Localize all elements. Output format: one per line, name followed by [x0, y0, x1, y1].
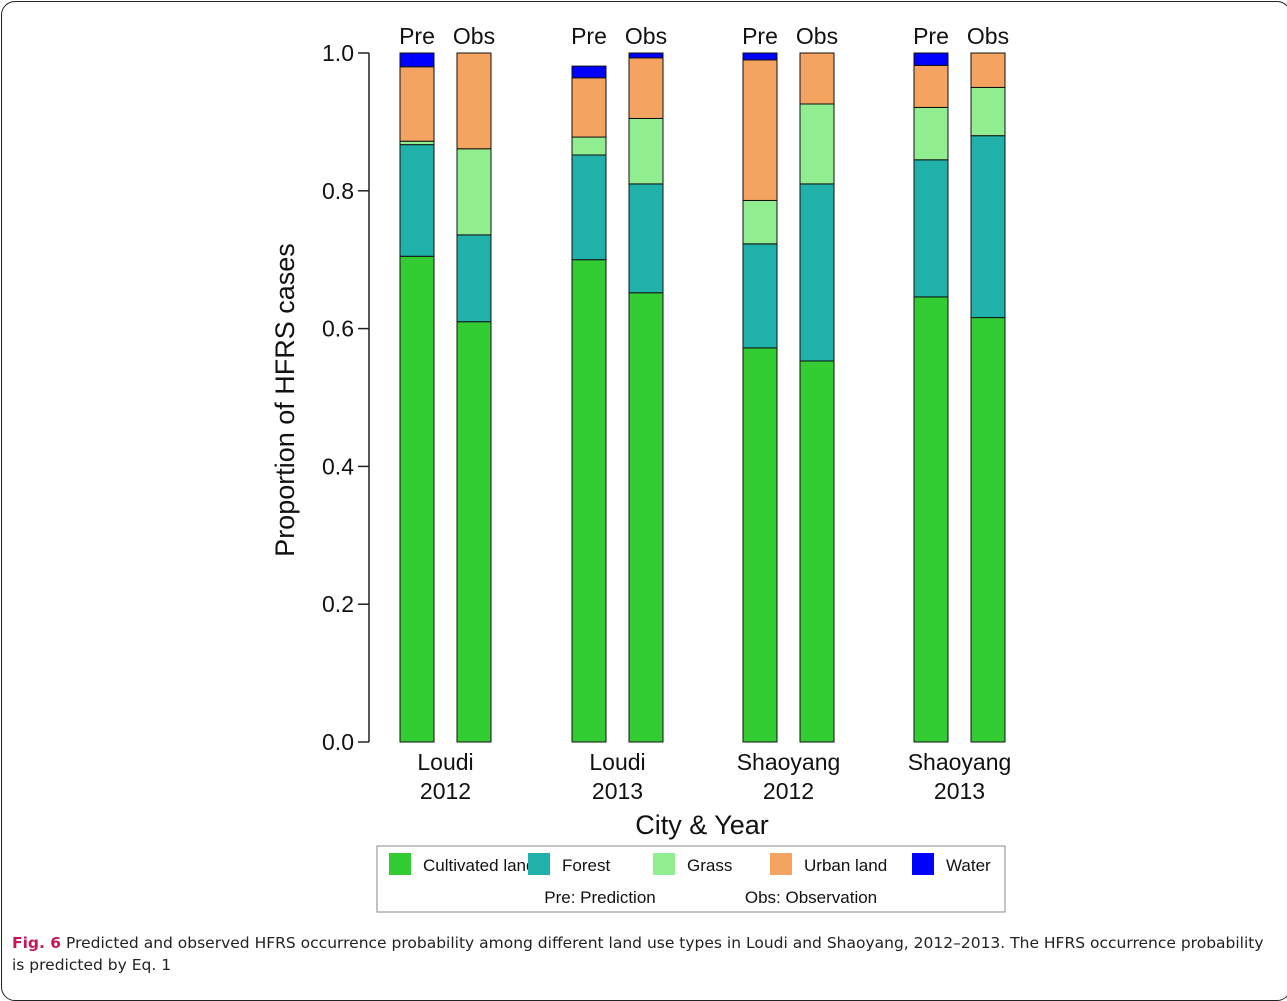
bar-segment-urban-land	[628, 57, 664, 119]
x-group-label-city: Loudi	[589, 749, 645, 775]
bar-segment-water	[628, 52, 664, 59]
bar-segment-cultivated-land	[799, 360, 835, 743]
bar-segment-forest	[571, 154, 607, 261]
bar-segment-cultivated-land	[571, 259, 607, 743]
bar-segment-urban-land	[913, 64, 949, 108]
x-axis-title: City & Year	[635, 810, 769, 840]
bar-segment-forest	[456, 234, 492, 323]
legend-note-pre: Pre: Prediction	[544, 888, 656, 907]
bar-segment-cultivated-land	[913, 296, 949, 743]
bar-segment-water	[571, 65, 607, 79]
y-tick-label: 1.0	[322, 40, 354, 66]
bar-segment-cultivated-land	[742, 347, 778, 743]
legend-swatch	[770, 853, 792, 875]
bar-segment-forest	[799, 183, 835, 362]
bar-segment-water	[742, 52, 778, 61]
x-group-label-year: 2012	[420, 778, 471, 804]
legend-label: Grass	[687, 856, 732, 875]
bar-top-label: Obs	[796, 23, 838, 49]
bar-segment-urban-land	[456, 52, 492, 150]
stacked-bar-chart: 0.00.20.40.60.81.0 Pre Obs Pre Obs Pre Obs Pre…	[270, 23, 1011, 913]
legend-note-obs: Obs: Observation	[745, 888, 877, 907]
bar-segment-cultivated-land	[628, 292, 664, 743]
bar-segment-urban-land	[970, 52, 1006, 88]
bar-segment-cultivated-land	[970, 317, 1006, 743]
y-tick-label: 0.6	[322, 316, 354, 342]
caption-label: Fig. 6	[12, 934, 62, 952]
bar-top-label: Obs	[967, 23, 1009, 49]
bar-top-label: Pre	[742, 23, 778, 49]
bar-segment-water	[913, 52, 949, 66]
x-group-label-city: Shaoyang	[908, 749, 1012, 775]
x-group-label-year: 2012	[763, 778, 814, 804]
caption-text: Predicted and observed HFRS occurrence p…	[12, 934, 1264, 974]
bar-top-label: Pre	[571, 23, 607, 49]
bar-segment-grass	[913, 106, 949, 161]
bar-top-label: Obs	[625, 23, 667, 49]
bar-segment-grass	[970, 86, 1006, 137]
bar-segment-urban-land	[399, 66, 435, 142]
x-group-label-city: Shaoyang	[737, 749, 841, 775]
y-axis-title: Proportion of HFRS cases	[270, 243, 300, 557]
x-axis-labels: Loudi 2012 Loudi 2013 Shaoyang 2012 Shaoyang 20…	[417, 749, 1011, 804]
bar-segment-forest	[742, 243, 778, 349]
bar-segment-grass	[742, 199, 778, 245]
bar-top-label: Pre	[399, 23, 435, 49]
bar-top-label: Obs	[453, 23, 495, 49]
y-tick-label: 0.2	[322, 591, 354, 617]
legend-swatch	[653, 853, 675, 875]
legend-label: Water	[946, 856, 991, 875]
bar-segment-grass	[456, 148, 492, 236]
bar-top-labels: Pre Obs Pre Obs Pre Obs Pre Obs	[399, 23, 1009, 49]
legend-label: Cultivated land	[423, 856, 535, 875]
legend-label: Forest	[562, 856, 610, 875]
bar-segment-urban-land	[742, 59, 778, 201]
bar-segment-grass	[571, 136, 607, 156]
y-tick-label: 0.8	[322, 178, 354, 204]
legend-box	[376, 845, 1006, 913]
legend-swatch	[389, 853, 411, 875]
bar-segment-grass	[628, 117, 664, 185]
legend-swatch	[912, 853, 934, 875]
x-group-label-year: 2013	[934, 778, 985, 804]
bar-segment-forest	[628, 183, 664, 294]
bar-segment-urban-land	[799, 52, 835, 105]
bar-segment-forest	[970, 135, 1006, 319]
bar-segment-cultivated-land	[399, 255, 435, 743]
x-group-label-city: Loudi	[417, 749, 473, 775]
legend-label: Urban land	[804, 856, 887, 875]
figure-caption: Fig. 6 Predicted and observed HFRS occur…	[12, 932, 1274, 976]
legend: Cultivated land Forest Grass Urban land Wate…	[376, 845, 1006, 913]
y-tick-label: 0.4	[322, 453, 354, 479]
y-tick-label: 0.0	[322, 729, 354, 755]
bar-segment-forest	[399, 144, 435, 257]
bar-top-label: Pre	[913, 23, 949, 49]
bar-segment-grass	[399, 140, 435, 146]
bars	[399, 52, 1006, 743]
bar-segment-grass	[799, 103, 835, 185]
bar-segment-water	[399, 52, 435, 68]
y-axis: 0.0 0.2 0.4 0.6 0.8 1.0	[322, 40, 370, 755]
bar-segment-cultivated-land	[456, 321, 492, 743]
legend-swatch	[528, 853, 550, 875]
x-group-label-year: 2013	[592, 778, 643, 804]
bar-segment-forest	[913, 159, 949, 298]
bar-segment-urban-land	[571, 77, 607, 138]
